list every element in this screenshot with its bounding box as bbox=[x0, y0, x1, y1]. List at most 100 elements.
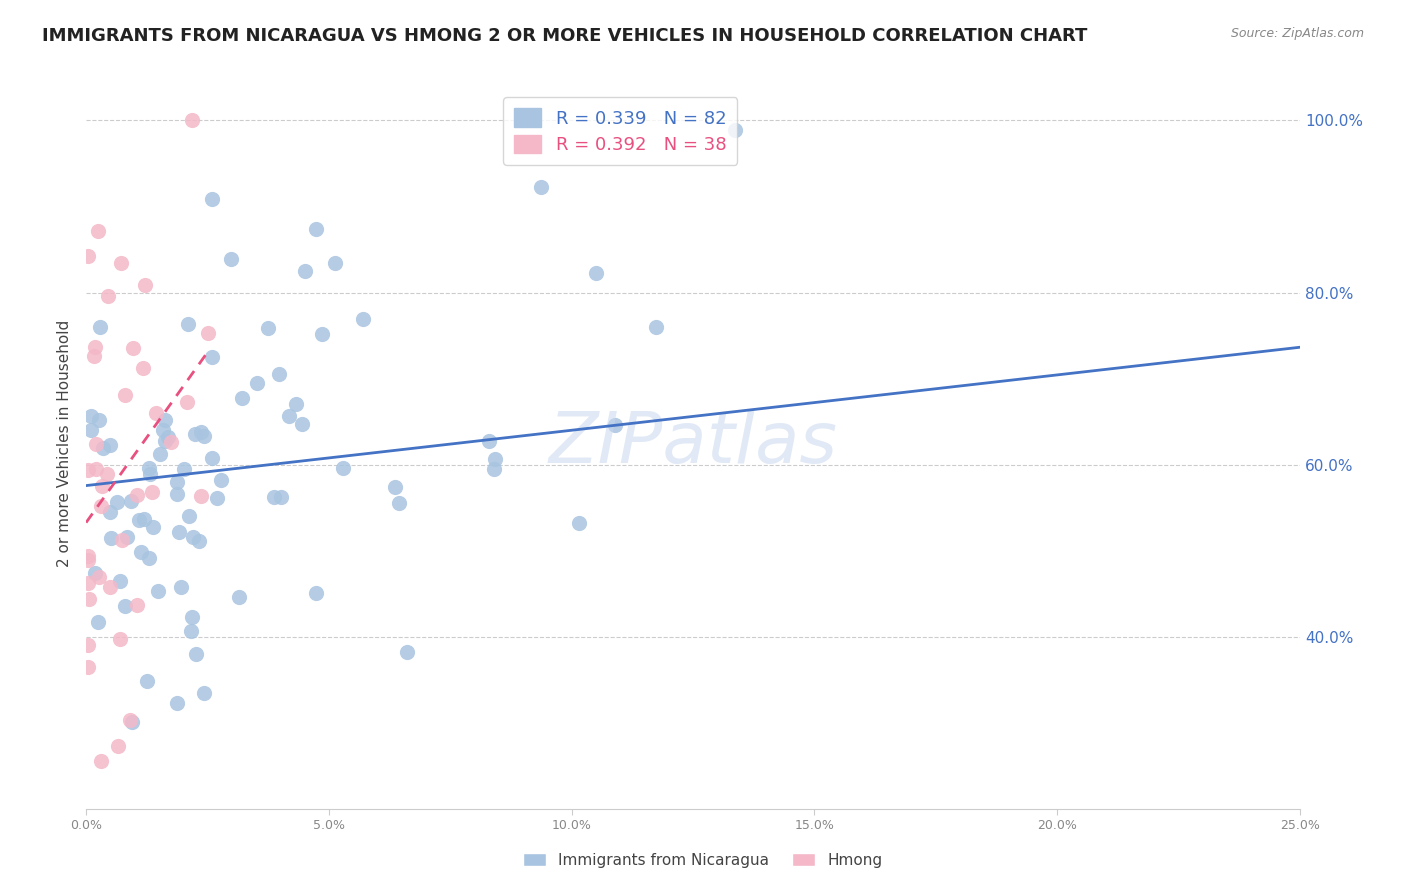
Y-axis label: 2 or more Vehicles in Household: 2 or more Vehicles in Household bbox=[58, 319, 72, 566]
Point bbox=[644, 319, 666, 334]
Point bbox=[231, 391, 253, 405]
Point bbox=[80, 423, 103, 437]
Point bbox=[91, 442, 114, 456]
Point bbox=[384, 480, 406, 494]
Point bbox=[603, 417, 626, 432]
Point bbox=[323, 255, 346, 269]
Point bbox=[98, 580, 121, 594]
Point bbox=[478, 434, 501, 448]
Point bbox=[128, 513, 150, 527]
Point bbox=[80, 409, 103, 424]
Point bbox=[138, 461, 160, 475]
Point bbox=[83, 350, 105, 364]
Point bbox=[97, 289, 120, 303]
Point bbox=[207, 491, 229, 506]
Point bbox=[121, 714, 143, 729]
Point bbox=[121, 341, 143, 355]
Point bbox=[277, 409, 299, 423]
Text: Source: ZipAtlas.com: Source: ZipAtlas.com bbox=[1230, 27, 1364, 40]
Point bbox=[129, 545, 152, 559]
Point bbox=[105, 494, 128, 508]
Point bbox=[209, 474, 232, 488]
Point bbox=[263, 490, 285, 504]
Point bbox=[134, 278, 156, 293]
Point bbox=[138, 551, 160, 566]
Point bbox=[186, 648, 208, 662]
Point bbox=[166, 475, 188, 490]
Point bbox=[166, 696, 188, 710]
Point bbox=[160, 435, 183, 450]
Point bbox=[96, 467, 118, 481]
Point bbox=[530, 179, 553, 194]
Point bbox=[219, 252, 242, 267]
Point bbox=[132, 361, 155, 376]
Point bbox=[114, 387, 136, 401]
Point bbox=[111, 533, 134, 548]
Point bbox=[484, 451, 506, 466]
Point bbox=[90, 754, 112, 768]
Point bbox=[108, 574, 131, 589]
Point bbox=[197, 326, 219, 340]
Point bbox=[166, 487, 188, 501]
Point bbox=[107, 739, 129, 754]
Point bbox=[395, 644, 418, 658]
Point bbox=[141, 485, 163, 500]
Point bbox=[193, 429, 215, 443]
Point bbox=[98, 505, 121, 519]
Point bbox=[132, 512, 155, 526]
Point bbox=[114, 599, 136, 613]
Point bbox=[135, 674, 157, 689]
Point bbox=[108, 632, 131, 646]
Point bbox=[173, 462, 195, 476]
Point bbox=[90, 479, 112, 493]
Point bbox=[180, 609, 202, 624]
Point bbox=[118, 713, 141, 727]
Legend: R = 0.339   N = 82, R = 0.392   N = 38: R = 0.339 N = 82, R = 0.392 N = 38 bbox=[503, 97, 737, 165]
Point bbox=[352, 311, 374, 326]
Point bbox=[139, 467, 162, 481]
Point bbox=[98, 438, 121, 452]
Point bbox=[193, 686, 215, 700]
Point bbox=[84, 437, 107, 451]
Point bbox=[77, 638, 100, 652]
Point bbox=[201, 350, 224, 364]
Point bbox=[228, 590, 250, 604]
Point bbox=[183, 427, 205, 442]
Point bbox=[125, 488, 148, 502]
Point bbox=[332, 461, 354, 475]
Point bbox=[388, 496, 411, 510]
Point bbox=[77, 576, 100, 591]
Point bbox=[190, 425, 212, 439]
Point bbox=[305, 586, 328, 600]
Point bbox=[146, 584, 169, 599]
Point bbox=[77, 549, 100, 563]
Point bbox=[568, 516, 591, 531]
Point bbox=[585, 267, 607, 281]
Point bbox=[269, 367, 291, 381]
Point bbox=[89, 319, 111, 334]
Point bbox=[87, 412, 110, 426]
Point bbox=[156, 430, 179, 444]
Point bbox=[179, 624, 201, 638]
Point bbox=[270, 490, 292, 504]
Text: ZIPatlas: ZIPatlas bbox=[548, 409, 838, 478]
Point bbox=[311, 327, 333, 342]
Point bbox=[176, 394, 198, 409]
Point bbox=[77, 249, 100, 263]
Point bbox=[169, 580, 191, 594]
Point bbox=[77, 591, 100, 606]
Point bbox=[149, 447, 172, 461]
Legend: Immigrants from Nicaragua, Hmong: Immigrants from Nicaragua, Hmong bbox=[516, 845, 890, 875]
Point bbox=[110, 256, 132, 270]
Point bbox=[77, 463, 100, 477]
Point bbox=[86, 615, 108, 629]
Point bbox=[84, 339, 107, 353]
Point bbox=[257, 321, 280, 335]
Point bbox=[201, 192, 224, 206]
Point bbox=[120, 493, 142, 508]
Point bbox=[87, 224, 110, 238]
Point bbox=[190, 489, 212, 503]
Point bbox=[145, 406, 167, 420]
Point bbox=[181, 530, 204, 544]
Point bbox=[127, 599, 149, 613]
